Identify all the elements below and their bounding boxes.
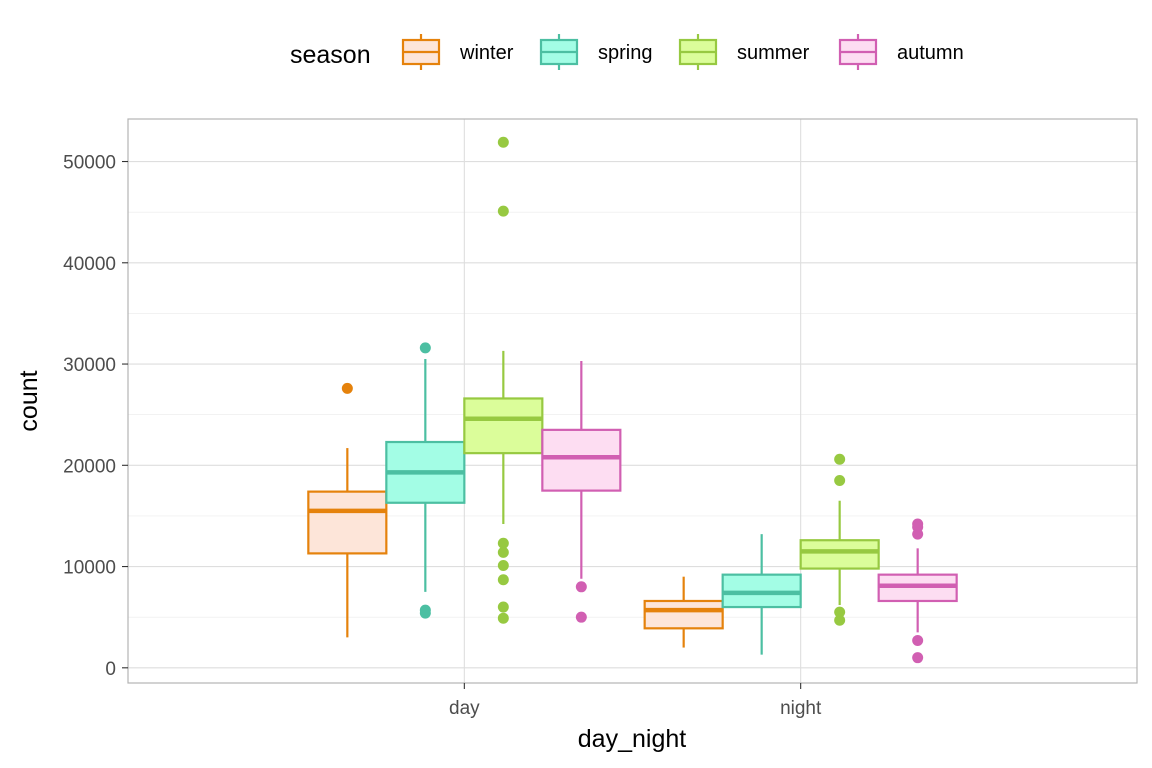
y-axis-title: count: [15, 370, 43, 431]
outlier-point: [341, 382, 353, 394]
y-tick-label: 40000: [63, 254, 116, 275]
outlier-point: [912, 634, 924, 646]
legend-title: season: [290, 41, 371, 69]
outlier-point: [497, 601, 509, 613]
box-spring-day: [385, 342, 466, 619]
iqr-box: [463, 397, 544, 455]
legend-label: summer: [737, 42, 810, 64]
outlier-point: [834, 614, 846, 626]
iqr-box: [643, 599, 724, 630]
outlier-point: [497, 537, 509, 549]
outlier-point: [912, 528, 924, 540]
y-tick-label: 50000: [63, 153, 116, 174]
outlier-point: [834, 453, 846, 465]
box-summer-night: [799, 453, 880, 626]
x-tick-label: night: [780, 698, 822, 719]
legend-label: autumn: [897, 42, 964, 64]
outlier-point: [419, 342, 431, 354]
y-tick-label: 10000: [63, 558, 116, 579]
outlier-point: [575, 581, 587, 593]
outlier-point: [497, 136, 509, 148]
x-tick-label: day: [449, 698, 480, 719]
outlier-point: [419, 607, 431, 619]
x-axis-ticks: day night: [449, 683, 822, 719]
box-winter-night: [643, 576, 724, 648]
outlier-point: [497, 612, 509, 624]
y-tick-label: 20000: [63, 456, 116, 477]
iqr-box: [541, 428, 622, 492]
x-axis-title: day_night: [578, 725, 686, 753]
iqr-box: [799, 539, 880, 570]
outlier-point: [497, 560, 509, 572]
box-groups: [307, 136, 958, 664]
box-autumn-day: [541, 361, 622, 623]
plot-panel-border: [127, 118, 1138, 684]
outlier-point: [497, 546, 509, 558]
box-autumn-night: [877, 518, 958, 664]
legend-label: spring: [598, 42, 652, 64]
plot-panel: [128, 119, 1137, 683]
legend-item-spring: spring: [539, 34, 652, 70]
box-summer-day: [463, 136, 544, 624]
legend-item-autumn: autumn: [838, 34, 964, 70]
outlier-point: [497, 205, 509, 217]
iqr-box: [307, 490, 388, 555]
outlier-point: [575, 611, 587, 623]
legend: season winter spring summer autumn: [290, 34, 964, 70]
box-winter-day: [307, 382, 388, 638]
box-spring-night: [721, 534, 802, 655]
y-tick-label: 30000: [63, 355, 116, 376]
outlier-point: [912, 652, 924, 664]
legend-item-winter: winter: [401, 34, 514, 70]
legend-item-summer: summer: [678, 34, 810, 70]
legend-label: winter: [459, 42, 514, 64]
outlier-point: [834, 606, 846, 618]
y-axis-ticks: 0 10000 20000 30000 40000 50000: [63, 153, 128, 680]
outlier-point: [497, 574, 509, 586]
y-tick-label: 0: [105, 659, 116, 680]
outlier-point: [834, 474, 846, 486]
